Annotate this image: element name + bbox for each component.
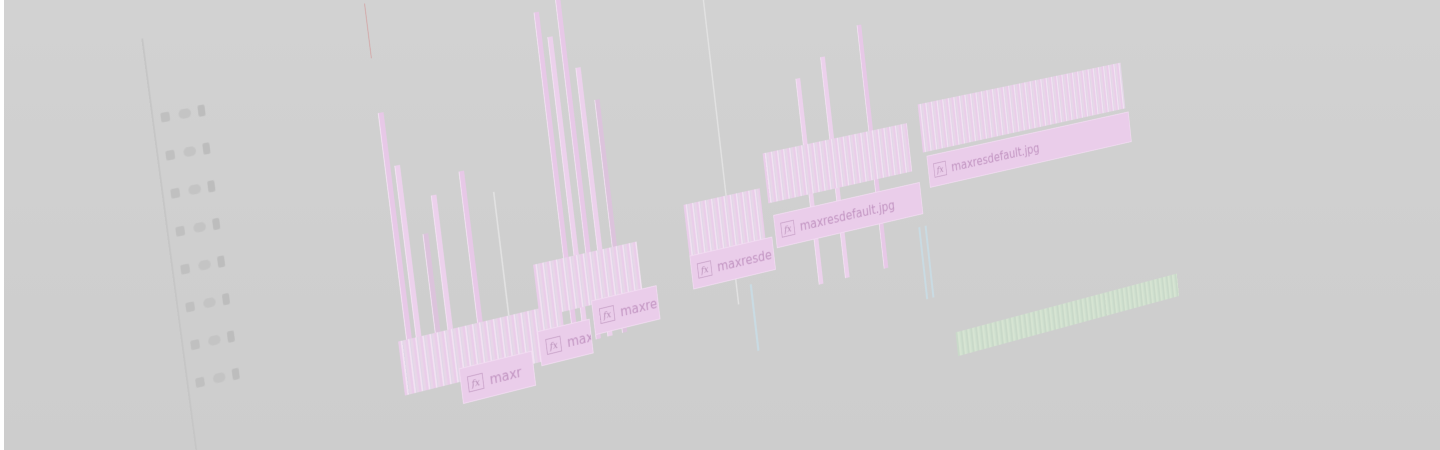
clip-name: maxre bbox=[619, 294, 658, 320]
track-header-panel bbox=[154, 43, 354, 450]
track-target-icon[interactable] bbox=[175, 225, 186, 237]
fx-icon: fx bbox=[780, 219, 796, 238]
clip-name: maxr bbox=[488, 362, 523, 388]
edit-point-marker bbox=[749, 284, 760, 352]
track-target-icon[interactable] bbox=[195, 376, 206, 389]
eye-icon[interactable] bbox=[182, 145, 197, 158]
lock-icon[interactable] bbox=[221, 292, 231, 306]
fx-icon: fx bbox=[545, 335, 563, 355]
track-target-icon[interactable] bbox=[180, 263, 191, 275]
fx-icon: fx bbox=[598, 305, 616, 325]
lock-icon[interactable] bbox=[226, 330, 236, 343]
timeline-sequence[interactable]: fx maxr fx maxi fx maxre fx maxresde fx … bbox=[315, 0, 1390, 450]
fx-icon: fx bbox=[933, 160, 948, 178]
playhead[interactable] bbox=[364, 3, 372, 59]
lock-icon[interactable] bbox=[202, 142, 211, 155]
clip-name: maxresde bbox=[716, 245, 773, 275]
track-target-icon[interactable] bbox=[160, 111, 171, 123]
eye-icon[interactable] bbox=[207, 334, 222, 347]
eye-icon[interactable] bbox=[212, 371, 226, 384]
track-target-icon[interactable] bbox=[185, 301, 196, 313]
audio-waveform[interactable] bbox=[955, 273, 1180, 357]
eye-icon[interactable] bbox=[177, 107, 192, 120]
eye-icon[interactable] bbox=[192, 221, 207, 234]
lock-icon[interactable] bbox=[207, 179, 216, 193]
lock-icon[interactable] bbox=[231, 367, 240, 381]
clip-name: maxi bbox=[566, 326, 594, 351]
lock-icon[interactable] bbox=[216, 255, 226, 268]
eye-icon[interactable] bbox=[202, 296, 217, 309]
track-target-icon[interactable] bbox=[190, 338, 201, 351]
fx-icon: fx bbox=[466, 372, 485, 393]
perspective-viewport: fx maxr fx maxi fx maxre fx maxresde fx … bbox=[50, 0, 1180, 450]
editor-screen: fx maxr fx maxi fx maxre fx maxresde fx … bbox=[4, 0, 1440, 450]
lock-icon[interactable] bbox=[212, 217, 221, 231]
eye-icon[interactable] bbox=[187, 183, 202, 196]
fx-icon: fx bbox=[696, 260, 713, 279]
track-target-icon[interactable] bbox=[170, 187, 181, 199]
track-target-icon[interactable] bbox=[165, 149, 176, 161]
clip-name: maxresdefault.jpg bbox=[950, 139, 1040, 175]
eye-icon[interactable] bbox=[197, 259, 212, 272]
lock-icon[interactable] bbox=[197, 104, 206, 117]
